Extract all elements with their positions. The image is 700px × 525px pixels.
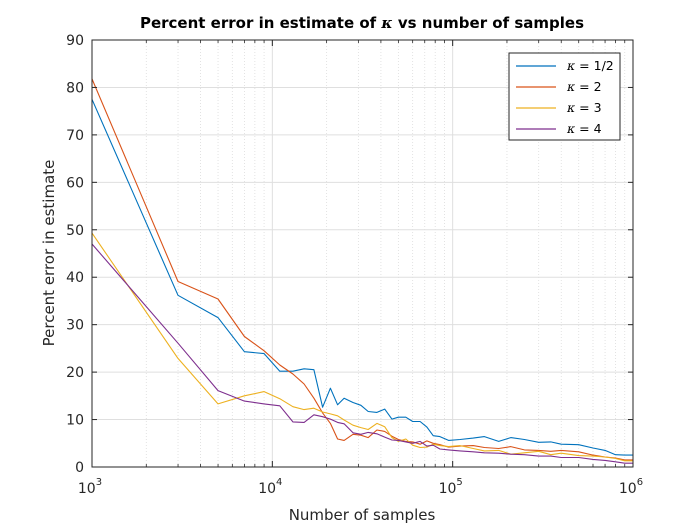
y-tick-label: 10 bbox=[66, 413, 84, 429]
y-tick-label: 60 bbox=[66, 175, 84, 191]
x-tick-label: 104 bbox=[258, 477, 282, 497]
y-tick-label: 50 bbox=[66, 223, 84, 239]
chart-title: Percent error in estimate of κ vs number… bbox=[140, 14, 584, 32]
y-tick-label: 40 bbox=[66, 270, 84, 286]
series-line bbox=[91, 99, 633, 456]
y-tick-label: 20 bbox=[66, 365, 84, 381]
y-tick-label: 90 bbox=[66, 33, 84, 49]
y-tick-label: 0 bbox=[75, 460, 84, 476]
y-axis-label: Percent error in estimate bbox=[40, 160, 58, 347]
legend-entry: κ = 4 bbox=[566, 121, 602, 136]
y-tick-label: 80 bbox=[66, 80, 84, 96]
legend-entry: κ = 2 bbox=[566, 79, 602, 94]
x-tick-label: 103 bbox=[78, 477, 102, 497]
x-axis-label: Number of samples bbox=[289, 506, 436, 524]
x-tick-label: 105 bbox=[439, 477, 463, 497]
legend-entry: κ = 1/2 bbox=[566, 58, 614, 73]
x-tick-label: 106 bbox=[619, 477, 643, 497]
y-tick-label: 70 bbox=[66, 128, 84, 144]
legend-box bbox=[508, 52, 621, 141]
ticks: 0 10 20 30 40 50 60 70 80 90 103 104 105 106 bbox=[66, 33, 643, 497]
legend: κ = 1/2 κ = 2 κ = 3 κ = 4 bbox=[508, 52, 621, 141]
series-layer bbox=[91, 78, 633, 464]
legend-entry: κ = 3 bbox=[566, 100, 602, 115]
axes-box bbox=[91, 39, 634, 468]
y-tick-label: 30 bbox=[66, 318, 84, 334]
series-line bbox=[91, 243, 633, 464]
